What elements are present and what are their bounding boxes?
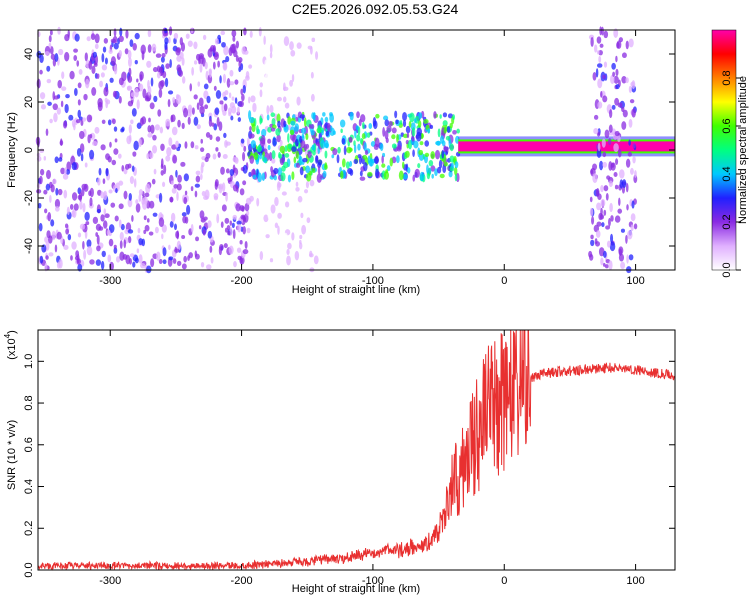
snr-x-label: Height of straight line (km) bbox=[292, 583, 420, 595]
y-tick-label: 0 bbox=[23, 147, 35, 153]
figure-title: C2E5.2026.092.05.53.G24 bbox=[292, 1, 459, 17]
y-tick-label: 0.0 bbox=[23, 562, 35, 577]
y-tick-label: 1.0 bbox=[23, 354, 35, 369]
snr-panel: -300 -200 -100 0 100 0.0 0.2 0.4 0.6 0.8 1.0 Heig… bbox=[3, 329, 676, 595]
spectrogram-x-label: Height of straight line (km) bbox=[292, 284, 420, 296]
snr-x-ticks: -300 -200 -100 0 100 bbox=[99, 330, 645, 587]
snr-line-group bbox=[37, 329, 676, 571]
colorbar-frame bbox=[711, 29, 737, 271]
heatmap-region-broadband-noise bbox=[35, 26, 250, 274]
x-tick-label: 100 bbox=[626, 275, 644, 287]
spectrogram-x-ticks: -300 -200 -100 0 100 bbox=[99, 30, 645, 287]
x-tick-label: -200 bbox=[231, 575, 253, 587]
snr-frame bbox=[37, 329, 676, 571]
y-tick-label: 0.6 bbox=[23, 437, 35, 452]
snr-y-multiplier: (x104) bbox=[3, 330, 18, 360]
spectrogram-y-ticks: -40 -20 0 20 40 bbox=[23, 48, 675, 254]
colorbar-label: Normalized spectral amplitude bbox=[737, 76, 749, 224]
heatmap-region-clean-tone bbox=[458, 136, 675, 157]
x-tick-label: -200 bbox=[231, 275, 253, 287]
snr-y-ticks: 0.0 0.2 0.4 0.6 0.8 1.0 bbox=[23, 354, 675, 578]
y-tick-label: 0.2 bbox=[23, 521, 35, 536]
colorbar-tick-label: 0.0 bbox=[721, 262, 733, 277]
snr-y-label: SNR (10 * v/v) bbox=[6, 420, 18, 490]
colorbar: 0.0 0.2 0.4 0.6 0.8 Normalized spectral ampl… bbox=[711, 29, 749, 278]
colorbar-tick-label: 0.6 bbox=[721, 118, 733, 133]
snr-series-line bbox=[37, 329, 676, 571]
heatmap-region-gap-1 bbox=[588, 26, 638, 274]
x-tick-label: -100 bbox=[362, 575, 384, 587]
x-tick-label: -300 bbox=[99, 575, 121, 587]
x-tick-label: -300 bbox=[99, 275, 121, 287]
colorbar-tick-label: 0.2 bbox=[721, 214, 733, 229]
colorbar-ticks: 0.0 0.2 0.4 0.6 0.8 bbox=[721, 70, 741, 278]
x-tick-label: -100 bbox=[362, 275, 384, 287]
y-tick-label: -20 bbox=[23, 190, 35, 206]
x-tick-label: 0 bbox=[501, 575, 507, 587]
spectrogram-y-label: Frequency (Hz) bbox=[6, 112, 18, 188]
y-tick-label: 0.8 bbox=[23, 395, 35, 410]
colorbar-tick-label: 0.8 bbox=[721, 70, 733, 85]
y-tick-label: -40 bbox=[23, 238, 35, 254]
y-tick-label: 20 bbox=[23, 96, 35, 108]
heatmap-region-scattered-signal bbox=[247, 110, 461, 183]
colorbar-gradient bbox=[712, 30, 736, 270]
y-tick-label: 0.4 bbox=[23, 479, 35, 494]
x-tick-label: 100 bbox=[626, 575, 644, 587]
spectrogram-heatmap bbox=[35, 26, 675, 274]
y-tick-label: 40 bbox=[23, 48, 35, 60]
x-tick-label: 0 bbox=[501, 275, 507, 287]
colorbar-tick-label: 0.4 bbox=[721, 166, 733, 181]
